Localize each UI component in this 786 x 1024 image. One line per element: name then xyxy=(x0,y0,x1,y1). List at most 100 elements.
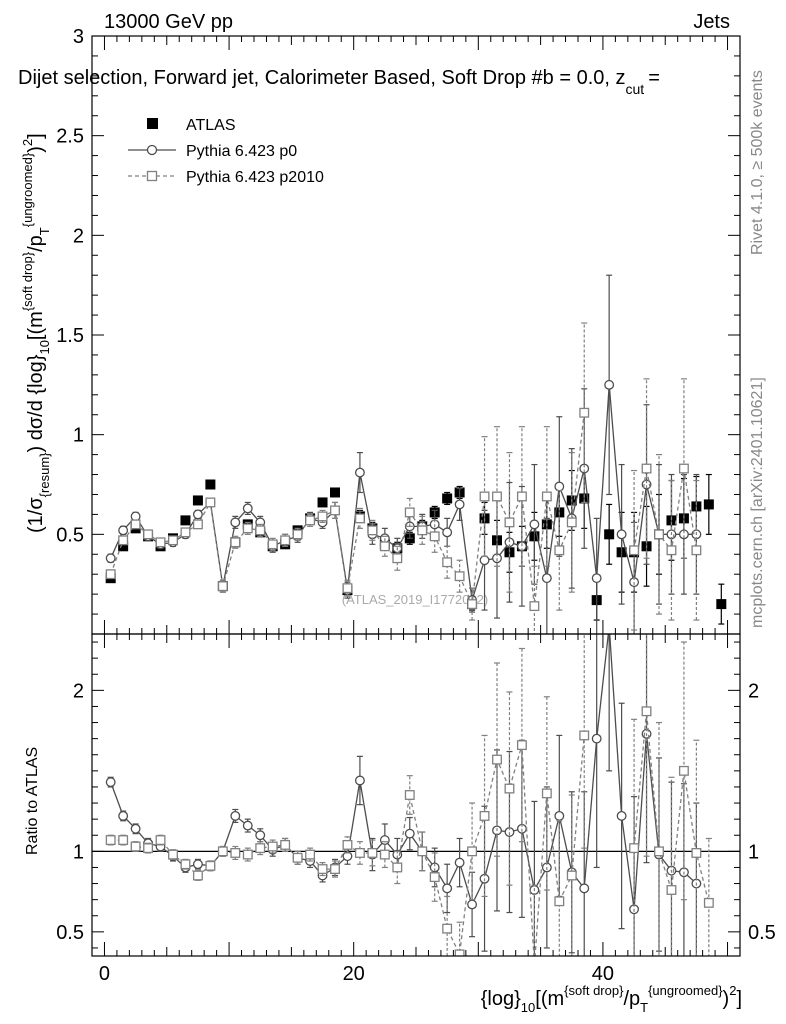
p2010-point xyxy=(516,740,527,751)
p2010-point xyxy=(554,896,565,907)
p2010-point xyxy=(429,872,440,883)
p2010-point xyxy=(566,870,577,881)
p0-point xyxy=(429,862,440,873)
p2010-point xyxy=(392,553,403,564)
atlas-point xyxy=(330,487,340,498)
mcplots-label: mcplots.cern.ch [arXiv:2401.10621] xyxy=(749,377,766,628)
rivet-version-label: Rivet 4.1.0, ≥ 500k events xyxy=(749,70,766,255)
p2010-point xyxy=(230,537,241,548)
ratio-y-axis-label: Ratio to ATLAS xyxy=(24,747,41,855)
p0-point xyxy=(130,823,141,834)
p2010-point xyxy=(691,545,702,556)
y-tick-label-right: 2 xyxy=(748,680,759,702)
p2010-point xyxy=(654,529,664,540)
p0-point xyxy=(442,883,453,894)
p2010-point xyxy=(192,870,203,881)
p2010-point xyxy=(666,885,677,895)
process-label: Jets xyxy=(693,11,730,33)
main-y-axis-label: (1/σ{resum}) dσ/d {log}10[(m{soft drop}/… xyxy=(20,133,52,533)
p2010-point xyxy=(205,860,216,871)
p2010-point xyxy=(242,849,253,860)
y-tick-label: 0.5 xyxy=(56,524,84,546)
beam-label: 13000 GeV pp xyxy=(104,11,233,33)
p0-point xyxy=(479,555,490,566)
p2010-point xyxy=(105,569,116,580)
p2010-point xyxy=(367,525,378,536)
p2010-point xyxy=(442,557,453,568)
p2010-point xyxy=(105,835,116,846)
p0-point xyxy=(242,820,253,831)
y-tick-label: 1 xyxy=(73,841,84,863)
p2010-point xyxy=(367,848,378,858)
p0-point xyxy=(616,529,627,540)
analysis-watermark: (ATLAS_2019_I1772062) xyxy=(342,592,488,607)
y-tick-label: 2.5 xyxy=(56,126,84,148)
atlas-point xyxy=(716,599,727,610)
p2010-point xyxy=(579,407,590,418)
p0-point xyxy=(105,553,116,564)
p2010-point xyxy=(317,864,328,875)
p2010-point xyxy=(691,848,702,858)
p2010-point xyxy=(541,788,552,799)
p2010-point xyxy=(155,835,166,846)
y-tick-label: 3 xyxy=(73,26,84,48)
p2010-point xyxy=(629,843,640,854)
p0-point xyxy=(255,830,266,841)
p0-point xyxy=(442,527,453,538)
p2010-point xyxy=(492,754,502,765)
p2010-point xyxy=(703,897,714,908)
atlas-point xyxy=(442,493,453,504)
p0-point xyxy=(230,810,241,821)
p2010-point xyxy=(529,601,540,612)
p2010-point xyxy=(118,535,129,546)
p2010-point xyxy=(118,835,129,846)
p0-point xyxy=(616,810,627,821)
p2010-point xyxy=(467,599,478,610)
p2010-point xyxy=(392,862,403,873)
p2010-series-line xyxy=(633,468,698,552)
p2010-point xyxy=(317,511,328,522)
p2010-point xyxy=(292,852,303,863)
p2010-point xyxy=(641,463,652,474)
p2010-point xyxy=(217,581,228,592)
p0-point xyxy=(591,733,602,744)
ratio-panel: 0.5 0.51 12 20 20 40 xyxy=(56,633,776,985)
p2010-point xyxy=(417,846,428,857)
x-axis-label: {log}10[(m{soft drop}/pT{ungroomed})2] xyxy=(481,983,742,1015)
p2010-point xyxy=(130,519,141,530)
p2010-point xyxy=(654,846,664,857)
p0-point xyxy=(604,379,615,390)
p0-point xyxy=(554,481,565,492)
p2010-point xyxy=(379,849,390,860)
p0-point xyxy=(192,859,203,870)
p0-series-line xyxy=(110,384,697,601)
p0-point xyxy=(554,810,565,821)
legend-p0-label: Pythia 6.423 p0 xyxy=(186,143,297,160)
p2010-point xyxy=(504,783,515,794)
y-tick-label-right: 1 xyxy=(748,841,759,863)
legend-p2010-marker xyxy=(146,170,158,182)
p2010-point xyxy=(479,491,490,502)
p2010-point xyxy=(541,491,552,502)
p2010-point xyxy=(379,541,390,552)
p2010-point xyxy=(579,730,590,741)
p2010-point xyxy=(454,949,465,956)
p0-point xyxy=(579,883,590,894)
y-tick-label: 1 xyxy=(73,425,84,447)
p2010-point xyxy=(242,523,253,534)
p2010-point xyxy=(292,529,303,540)
p2010-point xyxy=(168,535,178,546)
main-panel: 0.5 1 1.5 2 2.5 3 xyxy=(56,26,741,635)
atlas-point xyxy=(192,495,203,506)
p2010-point xyxy=(280,535,291,546)
legend-p0-marker xyxy=(146,144,158,156)
p0-point xyxy=(454,857,465,868)
p2010-point xyxy=(442,923,453,934)
p2010-point xyxy=(143,843,154,854)
p2010-point xyxy=(566,517,577,528)
p2010-point xyxy=(492,491,502,502)
plot-title: Dijet selection, Forward jet, Calorimete… xyxy=(18,67,660,97)
atlas-point xyxy=(180,515,191,526)
main-marks xyxy=(105,274,727,634)
